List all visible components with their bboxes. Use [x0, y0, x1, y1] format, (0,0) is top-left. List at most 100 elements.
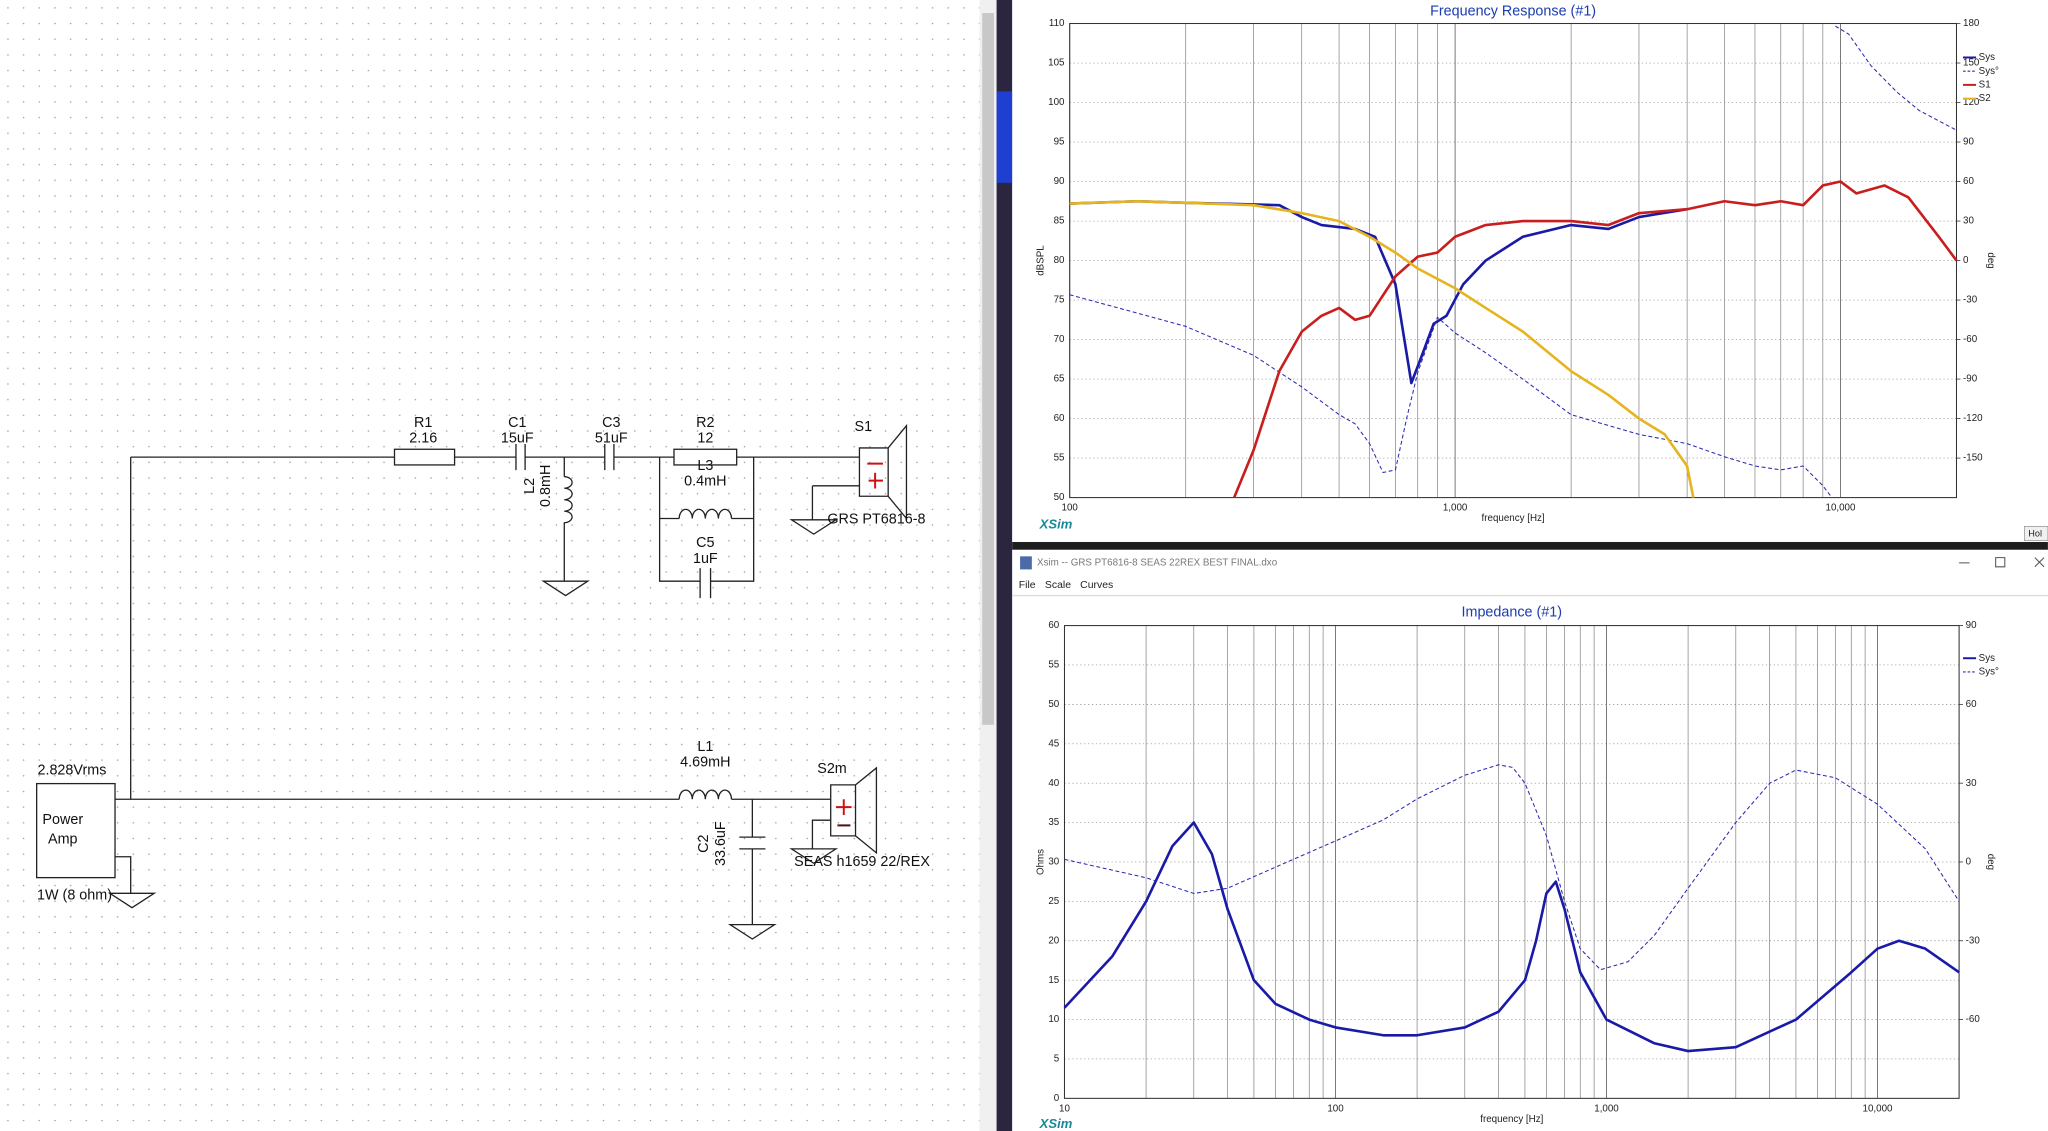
series-line	[1069, 199, 1695, 498]
watermark: XSim	[1039, 516, 1073, 531]
y2-tick-label: 90	[1966, 620, 1977, 631]
resistor[interactable]	[673, 448, 738, 466]
inductor[interactable]	[564, 476, 573, 524]
y2-axis-label: deg	[1985, 854, 1996, 870]
series-line	[1069, 199, 1688, 385]
y-axis-label: Ohms	[1036, 849, 1047, 875]
y-tick-label: 45	[1048, 738, 1059, 749]
y-tick-label: 60	[1054, 413, 1065, 424]
speaker[interactable]	[830, 766, 878, 855]
y-tick-label: 40	[1048, 778, 1059, 789]
y-tick-label: 100	[1048, 97, 1065, 108]
x-axis-label: frequency [Hz]	[1480, 1114, 1543, 1125]
y-tick-label: 25	[1048, 896, 1059, 907]
y2-tick-label: 60	[1963, 176, 1974, 187]
y-tick-label: 90	[1054, 176, 1065, 187]
y-tick-label: 5	[1054, 1054, 1060, 1065]
speaker-model: GRS PT6816-8	[827, 512, 925, 528]
ground	[107, 519, 839, 940]
y2-tick-label: 90	[1963, 137, 1974, 148]
component-name: L3	[697, 458, 713, 474]
power-amp[interactable]	[36, 782, 116, 879]
y2-tick-label: -60	[1966, 1014, 1981, 1025]
component-name: R1	[414, 415, 432, 431]
y2-tick-label: 30	[1966, 778, 1977, 789]
source-voltage: 2.828Vrms	[37, 762, 106, 778]
component-value: 51uF	[595, 431, 628, 447]
x-tick-label: 1,000	[1443, 503, 1468, 514]
x-tick-label: 100	[1062, 503, 1079, 514]
component-value: 15uF	[501, 431, 534, 447]
series-line	[1064, 764, 1960, 971]
capacitor-plates[interactable]	[515, 444, 766, 850]
x-tick-label: 100	[1327, 1103, 1344, 1114]
resistor[interactable]	[393, 448, 456, 466]
background-window-accent	[996, 91, 1013, 183]
speaker-model: SEAS h1659 22/REX	[794, 854, 930, 870]
y2-tick-label: 30	[1963, 216, 1974, 227]
component-value: 0.8mH	[538, 465, 554, 507]
y2-tick-label: 120	[1963, 97, 1980, 108]
y-tick-label: 20	[1048, 935, 1059, 946]
window-title: Xsim -- GRS PT6816-8 SEAS 22REX BEST FIN…	[1037, 557, 1278, 568]
series-line	[1063, 821, 1960, 1053]
menu-item[interactable]: Curves	[1080, 580, 1113, 591]
y-tick-label: 105	[1048, 58, 1065, 69]
background-window	[996, 0, 1013, 1131]
component-value: 0.4mH	[684, 474, 726, 490]
legend-label: Sys	[1979, 52, 1995, 63]
y2-tick-label: -90	[1963, 374, 1978, 385]
y2-tick-label: 0	[1966, 857, 1972, 868]
component-name: C1	[508, 415, 526, 431]
inductor[interactable]	[678, 789, 733, 800]
y-tick-label: 50	[1054, 492, 1065, 503]
y-tick-label: 10	[1048, 1014, 1059, 1025]
speaker-name: S2m	[817, 761, 847, 777]
plot-frame	[1063, 625, 1960, 1099]
y-tick-label: 0	[1054, 1093, 1060, 1104]
legend-label: Sys°	[1979, 667, 1999, 678]
y2-tick-label: -120	[1963, 413, 1983, 424]
source-label: Amp	[48, 832, 78, 848]
component-value: 1uF	[693, 551, 718, 567]
component-name: C2	[696, 834, 712, 852]
window-controls[interactable]	[1959, 557, 2045, 568]
y-tick-label: 50	[1048, 699, 1059, 710]
menu-item[interactable]: File	[1019, 580, 1036, 591]
component-value: 33.6uF	[713, 821, 729, 866]
y-tick-label: 60	[1048, 620, 1059, 631]
x-axis-label: frequency [Hz]	[1482, 513, 1545, 524]
x-tick-label: 10	[1059, 1103, 1070, 1114]
y2-tick-label: 150	[1963, 58, 1980, 69]
schematic-canvas[interactable]	[0, 0, 980, 1131]
component-name: R2	[696, 415, 714, 431]
x-tick-label: 10,000	[1826, 503, 1856, 514]
y-tick-label: 65	[1054, 374, 1065, 385]
y2-tick-label: 0	[1963, 255, 1969, 266]
component-name: L2	[522, 478, 538, 494]
button-label[interactable]: Hol	[2028, 529, 2042, 539]
y2-tick-label: 60	[1966, 699, 1977, 710]
wires	[115, 456, 860, 925]
y-tick-label: 35	[1048, 817, 1059, 828]
scroll-thumb[interactable]	[982, 13, 994, 725]
inductor[interactable]	[678, 508, 733, 519]
y-tick-label: 55	[1048, 660, 1059, 671]
y2-tick-label: 180	[1963, 18, 1980, 29]
legend-label: Sys	[1979, 653, 1995, 664]
y2-tick-label: -30	[1966, 935, 1981, 946]
source-label: Power	[42, 812, 83, 828]
y-axis-label: dBSPL	[1036, 245, 1047, 276]
component-name: C5	[696, 535, 714, 551]
series-line	[1232, 180, 1958, 499]
menu-item[interactable]: Scale	[1045, 580, 1071, 591]
app-icon	[1020, 556, 1032, 570]
y2-tick-label: -150	[1963, 453, 1983, 464]
component-value: 12	[697, 431, 713, 447]
speaker[interactable]	[858, 423, 908, 521]
chart-title: Impedance (#1)	[1462, 604, 1563, 620]
charts: 100 1,000 10,00050556065707580859095100105…	[1036, 4, 1999, 1131]
y-tick-label: 70	[1054, 334, 1065, 345]
chart-title: Frequency Response (#1)	[1430, 4, 1596, 20]
y-tick-label: 80	[1054, 255, 1065, 266]
